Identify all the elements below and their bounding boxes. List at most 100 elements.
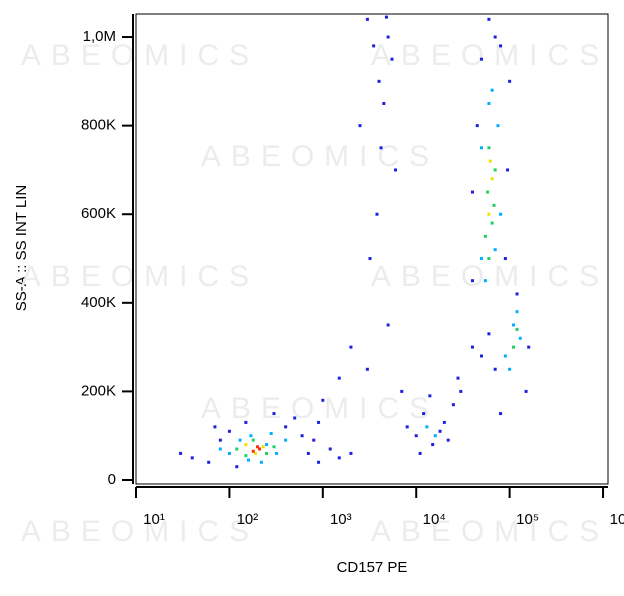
event-dot (272, 412, 276, 416)
event-dot (492, 203, 496, 207)
event-dot (512, 323, 516, 327)
event-dot (235, 447, 239, 451)
event-dot (349, 345, 353, 349)
event-dot (515, 327, 519, 331)
event-dot (422, 412, 426, 416)
event-dot (480, 257, 484, 261)
event-dot (256, 445, 260, 449)
event-dot (300, 434, 304, 438)
event-dot (483, 234, 487, 238)
event-dot (487, 17, 491, 21)
event-dot (249, 434, 253, 438)
event-dot (433, 434, 437, 438)
event-dot (446, 438, 450, 442)
event-dot (213, 425, 217, 429)
event-dot (306, 451, 310, 455)
event-dot (428, 394, 432, 398)
event-dot (269, 432, 273, 436)
event-dot (251, 438, 255, 442)
event-dot (442, 420, 446, 424)
event-dot (384, 15, 388, 19)
event-dot (487, 146, 491, 150)
event-dot (190, 456, 194, 460)
plot-frame (135, 13, 609, 485)
y-tick-label: 0 (108, 471, 116, 488)
event-dot (365, 367, 369, 371)
x-tick-label: 10⁴ (423, 511, 446, 528)
event-dot (470, 279, 474, 283)
event-dot (503, 354, 507, 358)
event-dot (321, 398, 325, 402)
event-dot (358, 124, 362, 128)
event-dot (515, 292, 519, 296)
event-dot (493, 367, 497, 371)
event-dot (317, 420, 321, 424)
event-dot (317, 460, 321, 464)
y-tick-label: 200K (81, 382, 116, 399)
event-dot (508, 79, 512, 83)
event-dot (218, 447, 222, 451)
watermark: ABEOMICS (371, 515, 609, 548)
event-dot (527, 345, 531, 349)
event-dot (400, 389, 404, 393)
event-dot (503, 257, 507, 261)
event-dot (499, 44, 503, 48)
event-dot (258, 447, 262, 451)
event-dot (425, 425, 429, 429)
event-dot (337, 456, 341, 460)
event-dot (365, 17, 369, 21)
event-dot (377, 79, 381, 83)
event-dot (490, 88, 494, 92)
event-dot (496, 124, 500, 128)
event-dot (470, 345, 474, 349)
event-dot (272, 445, 276, 449)
event-dot (493, 168, 497, 172)
event-dot (218, 438, 222, 442)
event-dot (394, 168, 398, 172)
event-dot (405, 425, 409, 429)
event-dot (337, 376, 341, 380)
event-dot (512, 345, 516, 349)
event-dot (475, 124, 479, 128)
event-dot (244, 443, 248, 447)
event-dot (414, 434, 418, 438)
event-dot (487, 101, 491, 105)
event-dot (238, 438, 242, 442)
event-dot (379, 146, 383, 150)
event-dot (227, 451, 231, 455)
event-dot (368, 257, 372, 261)
event-dot (431, 443, 435, 447)
event-dot (518, 336, 522, 340)
event-dot (284, 425, 288, 429)
event-dot (375, 212, 379, 216)
y-tick-label: 600K (81, 205, 116, 222)
x-tick-label: 10¹ (143, 511, 165, 528)
event-dot (349, 451, 353, 455)
x-tick-label: 10² (237, 511, 259, 528)
event-dot (251, 449, 255, 453)
event-dot (275, 451, 279, 455)
event-dot (265, 443, 269, 447)
watermark: ABEOMICS (21, 260, 259, 293)
event-dot (328, 447, 332, 451)
event-dot (244, 454, 248, 458)
y-axis-title: SS-A :: SS INT LIN (13, 185, 30, 311)
event-dot (372, 44, 376, 48)
event-dot (487, 332, 491, 336)
event-dot (524, 389, 528, 393)
event-dot (259, 460, 263, 464)
watermark: ABEOMICS (21, 515, 259, 548)
watermark: ABEOMICS (371, 39, 609, 72)
event-dot (515, 310, 519, 314)
event-dot (382, 101, 386, 105)
event-dot (487, 212, 491, 216)
event-dot (179, 451, 183, 455)
event-dot (470, 190, 474, 194)
x-tick-label: 10⁵ (516, 511, 539, 528)
watermark: ABEOMICS (371, 260, 609, 293)
event-dot (438, 429, 442, 433)
event-dot (480, 354, 484, 358)
event-dot (390, 57, 394, 61)
event-dot (246, 458, 250, 462)
